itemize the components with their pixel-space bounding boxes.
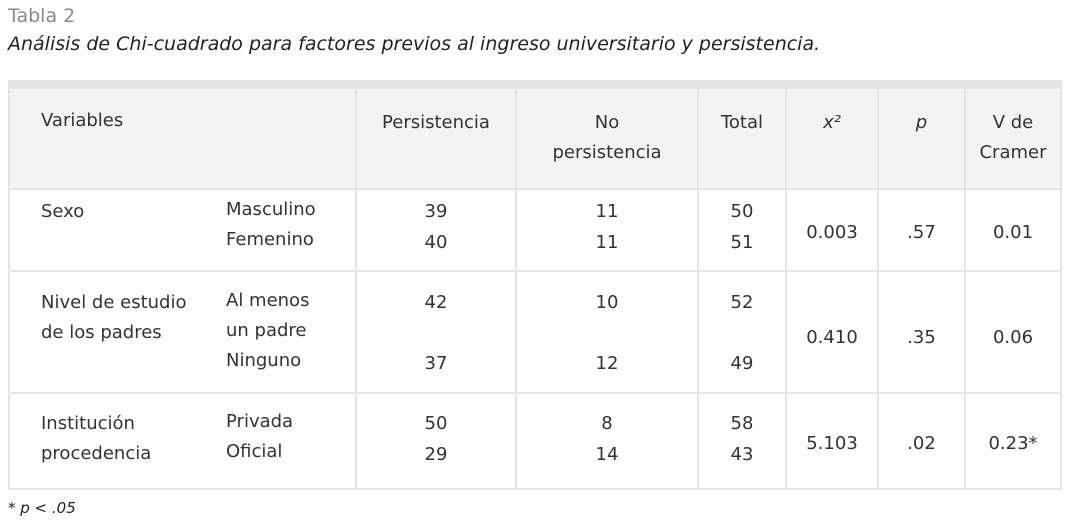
row-nivel-chi-cell	[787, 272, 877, 392]
row-nivel-p-cell	[879, 272, 964, 392]
row-sexo-p: .57	[907, 222, 936, 243]
row-sexo-chi: 0.003	[806, 222, 858, 243]
row-nivel-chi: 0.410	[806, 327, 858, 348]
row-sexo-no-persistencia-2: 11	[595, 232, 619, 253]
row-institucion-persistencia-cell	[357, 394, 515, 488]
header-no-persistencia-line1: No	[594, 112, 620, 133]
row-nivel-total-cell	[699, 272, 785, 392]
row-nivel-p: .35	[907, 327, 936, 348]
row-institucion-total-1: 58	[730, 413, 754, 434]
header-v-line2: Cramer	[979, 142, 1047, 163]
header-p-cell	[879, 89, 964, 188]
row-sexo-persistencia-2: 40	[424, 232, 448, 253]
header-variables: Variables	[41, 110, 124, 131]
row-sexo-chi-cell	[787, 190, 877, 270]
row-institucion-total-2: 43	[730, 444, 754, 465]
header-total: Total	[720, 112, 764, 133]
row-institucion-no-persistencia-1: 8	[601, 413, 613, 434]
row-institucion-p-cell	[879, 394, 964, 488]
row-sexo-no-persistencia-1: 11	[595, 201, 619, 222]
header-no-persistencia-cell	[517, 89, 697, 188]
row-sexo-total-1: 50	[730, 201, 754, 222]
table-label: Tabla 2	[8, 5, 76, 27]
row-sexo-persistencia-cell	[357, 190, 515, 270]
row-institucion-variable-line2: procedencia	[41, 443, 152, 464]
row-institucion-no-persistencia-cell	[517, 394, 697, 488]
row-institucion-variable-line1: Institución	[41, 413, 135, 434]
header-total-cell	[699, 89, 785, 188]
header-persistencia: Persistencia	[382, 112, 490, 133]
row-institucion-variable-cell	[10, 394, 355, 488]
row-institucion-p: .02	[907, 433, 936, 454]
row-sexo-total-cell	[699, 190, 785, 270]
row-institucion-total-cell	[699, 394, 785, 488]
row-institucion-persistencia-1: 50	[424, 413, 448, 434]
row-sexo-category-1: Masculino	[226, 199, 316, 220]
row-nivel-no-persistencia-cell	[517, 272, 697, 392]
row-nivel-no-persistencia-2: 12	[595, 353, 619, 374]
row-nivel-v: 0.06	[992, 327, 1034, 348]
row-nivel-v-cell	[966, 272, 1060, 392]
header-variables-cell	[10, 89, 355, 188]
row-institucion-no-persistencia-2: 14	[595, 444, 619, 465]
header-no-persistencia-line2: persistencia	[552, 142, 662, 163]
table-caption: Análisis de Chi-cuadrado para factores p…	[8, 33, 821, 55]
row-nivel-persistencia-1: 42	[424, 292, 448, 313]
header-v-cell	[966, 89, 1060, 188]
row-nivel-total-2: 49	[730, 353, 754, 374]
row-nivel-no-persistencia-1: 10	[595, 292, 619, 313]
row-nivel-category-1a: Al menos	[226, 290, 310, 311]
header-chi-cell	[787, 89, 877, 188]
table-footnote: * p < .05	[8, 499, 76, 517]
row-institucion-v: 0.23*	[988, 433, 1038, 454]
row-nivel-category-2: Ninguno	[226, 350, 302, 371]
row-institucion-v-cell	[966, 394, 1060, 488]
row-nivel-variable-cell	[10, 272, 355, 392]
header-chi-square: x²	[823, 112, 841, 133]
row-institucion-chi: 5.103	[806, 433, 858, 454]
row-institucion-chi-cell	[787, 394, 877, 488]
row-sexo-persistencia-1: 39	[424, 201, 448, 222]
row-nivel-persistencia-2: 37	[424, 353, 448, 374]
row-nivel-total-1: 52	[730, 292, 754, 313]
row-sexo-variable-cell	[10, 190, 355, 270]
header-p: p	[915, 112, 928, 133]
header-persistencia-cell	[357, 89, 515, 188]
row-sexo-v: 0.01	[992, 222, 1034, 243]
row-nivel-variable-line2: de los padres	[41, 322, 162, 343]
row-sexo-no-persistencia-cell	[517, 190, 697, 270]
row-sexo-v-cell	[966, 190, 1060, 270]
row-institucion-persistencia-2: 29	[424, 444, 448, 465]
row-nivel-persistencia-cell	[357, 272, 515, 392]
header-v-line1: V de	[992, 112, 1034, 133]
row-sexo-category-2: Femenino	[226, 229, 314, 250]
row-sexo-p-cell	[879, 190, 964, 270]
row-sexo-total-2: 51	[730, 232, 754, 253]
row-nivel-variable-line1: Nivel de estudio	[41, 292, 187, 313]
row-institucion-category-1: Privada	[226, 411, 294, 432]
row-sexo-variable: Sexo	[41, 201, 85, 222]
row-institucion-category-2: Oficial	[226, 441, 283, 462]
row-nivel-category-1b: un padre	[226, 320, 307, 341]
